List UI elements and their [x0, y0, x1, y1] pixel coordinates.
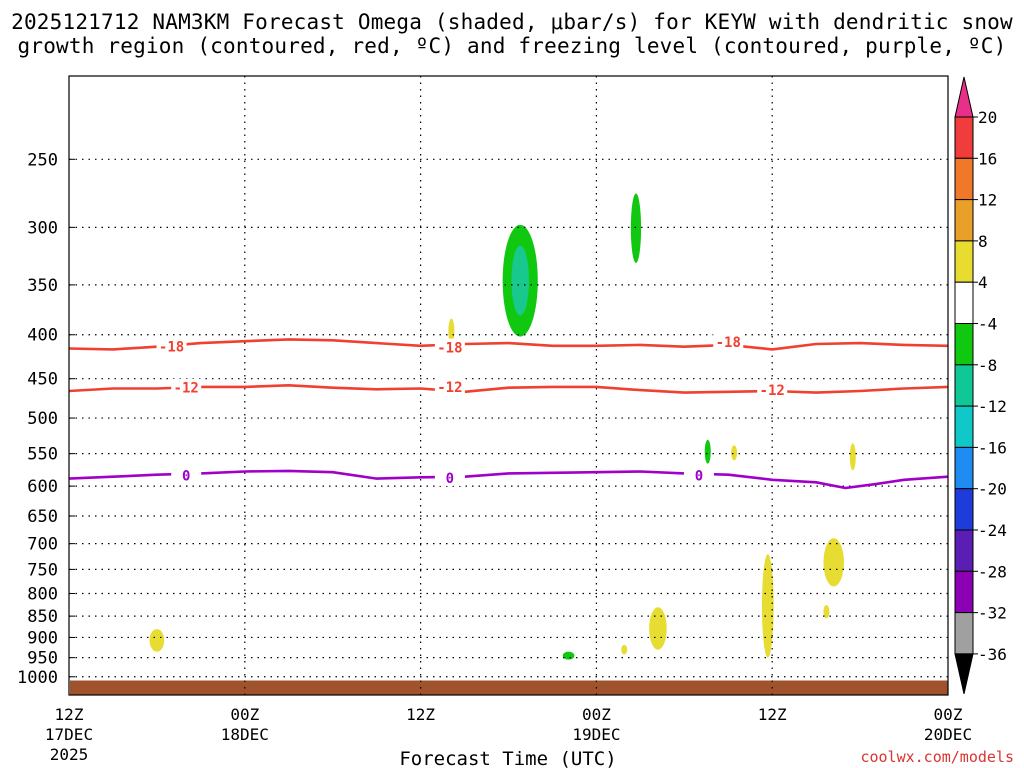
contour-line--18: [68, 338, 949, 351]
site-credit: coolwx.com/models: [860, 748, 1014, 766]
x-tick-label: 00Z: [230, 705, 259, 724]
omega-shade-2: [630, 193, 642, 263]
omega-shade-6: [448, 318, 455, 344]
y-tick-label: 450: [27, 370, 58, 390]
contour-label: -12: [174, 381, 199, 397]
colorbar-swatch: [954, 157, 974, 201]
contour-label-bg: [757, 381, 788, 399]
x-tick-label: 19DEC: [572, 725, 620, 744]
x-tick-label: 12Z: [406, 705, 435, 724]
x-tick-label: 12Z: [55, 705, 84, 724]
y-tick-label: 650: [27, 507, 58, 527]
colorbar-label: -16: [978, 438, 1007, 457]
chart-title-line2: growth region (contoured, red, ºC) and f…: [17, 34, 1007, 58]
colorbar: 20 16 12 8 4 -4 -8 -12 -16 -20 -24 -28 -32 -36: [954, 76, 1007, 695]
contour-label: -18: [159, 340, 184, 356]
y-tick-label: 800: [27, 584, 58, 604]
colorbar-label: -24: [978, 521, 1007, 540]
omega-shade-5: [149, 629, 165, 652]
y-tick-label: 950: [27, 649, 58, 669]
colorbar-swatch: [954, 323, 974, 366]
colorbar-swatch: [954, 570, 974, 614]
omega-shade-4: [562, 651, 575, 660]
y-tick-label: 600: [27, 477, 58, 497]
x-tick-label: 20DEC: [924, 725, 972, 744]
contour-label-bg: [434, 338, 465, 356]
colorbar-label: -36: [978, 645, 1007, 664]
y-tick-label: 500: [27, 409, 58, 429]
colorbar-swatch: [954, 199, 974, 242]
y-tick-label: 300: [27, 218, 58, 238]
contour-line--12: [68, 383, 949, 394]
omega-shade-13: [823, 604, 830, 619]
omega-shade-3: [704, 439, 711, 464]
x-tick-label: 18DEC: [221, 725, 269, 744]
contour-label: 0: [695, 468, 703, 484]
contour-label: -18: [437, 341, 462, 357]
contour-label: 0: [446, 471, 454, 487]
omega-shade-11: [761, 554, 774, 658]
contour-label: -18: [716, 335, 741, 351]
y-tick-label: 350: [27, 276, 58, 296]
colorbar-label: 12: [978, 191, 997, 210]
contour-label-bg: [156, 337, 187, 355]
x-tick-label: 00Z: [934, 705, 963, 724]
y-tick-label: 400: [27, 326, 58, 346]
colorbar-bottom-arrow: [954, 653, 974, 695]
y-tick-label: 750: [27, 560, 58, 580]
colorbar-label: -32: [978, 604, 1007, 623]
contour-label-bg: [171, 466, 202, 484]
plot-area: 2503003504004505005506006507007508008509…: [17, 75, 972, 764]
colorbar-label: 20: [978, 108, 997, 127]
colorbar-top-arrow: [954, 76, 974, 118]
colorbar-label: 4: [978, 273, 988, 292]
colorbar-label: -8: [978, 356, 997, 375]
y-tick-label: 550: [27, 445, 58, 465]
contour-line-0: [68, 469, 949, 490]
colorbar-swatch: [954, 488, 974, 531]
ground-surface: [70, 680, 948, 695]
colorbar-swatch: [954, 281, 974, 325]
omega-shade-1: [511, 245, 530, 316]
y-tick-label: 850: [27, 607, 58, 627]
y-tick-label: 700: [27, 535, 58, 555]
x-tick-label: 2025: [50, 745, 89, 764]
omega-shade-10: [621, 644, 628, 655]
colorbar-label: -12: [978, 397, 1007, 416]
colorbar-label: 8: [978, 232, 988, 251]
contour-label-bg: [434, 468, 465, 486]
colorbar-swatch: [954, 446, 974, 490]
chart-title-line1: 2025121712 NAM3KM Forecast Omega (shaded…: [11, 10, 1013, 34]
contour-label: -12: [437, 380, 462, 396]
y-tick-label: 250: [27, 150, 58, 170]
contour-label-bg: [713, 333, 744, 351]
contour-label-bg: [434, 377, 465, 395]
x-tick-label: 12Z: [758, 705, 787, 724]
omega-shade-9: [649, 607, 667, 650]
colorbar-swatch: [954, 529, 974, 572]
contour-label: 0: [182, 468, 190, 484]
colorbar-label: -4: [978, 315, 997, 334]
omega-shade-12: [823, 538, 844, 587]
contour-label-bg: [171, 378, 202, 396]
x-tick-label: 17DEC: [45, 725, 93, 744]
x-axis-label: Forecast Time (UTC): [399, 748, 616, 768]
colorbar-label: -20: [978, 480, 1007, 499]
omega-shade-7: [731, 445, 738, 461]
colorbar-label: -28: [978, 562, 1007, 581]
contour-label-bg: [683, 466, 714, 484]
colorbar-swatch: [954, 240, 974, 283]
colorbar-swatch: [954, 364, 974, 407]
colorbar-label: 16: [978, 149, 997, 168]
plot-frame: [68, 75, 949, 696]
x-tick-label: 00Z: [582, 705, 611, 724]
contour-label: -12: [760, 383, 785, 399]
colorbar-swatch: [954, 116, 974, 159]
omega-shade-8: [849, 443, 856, 471]
y-tick-label: 900: [27, 628, 58, 648]
colorbar-swatch: [954, 405, 974, 448]
colorbar-swatch: [954, 612, 974, 655]
y-tick-label: 1000: [17, 668, 58, 688]
